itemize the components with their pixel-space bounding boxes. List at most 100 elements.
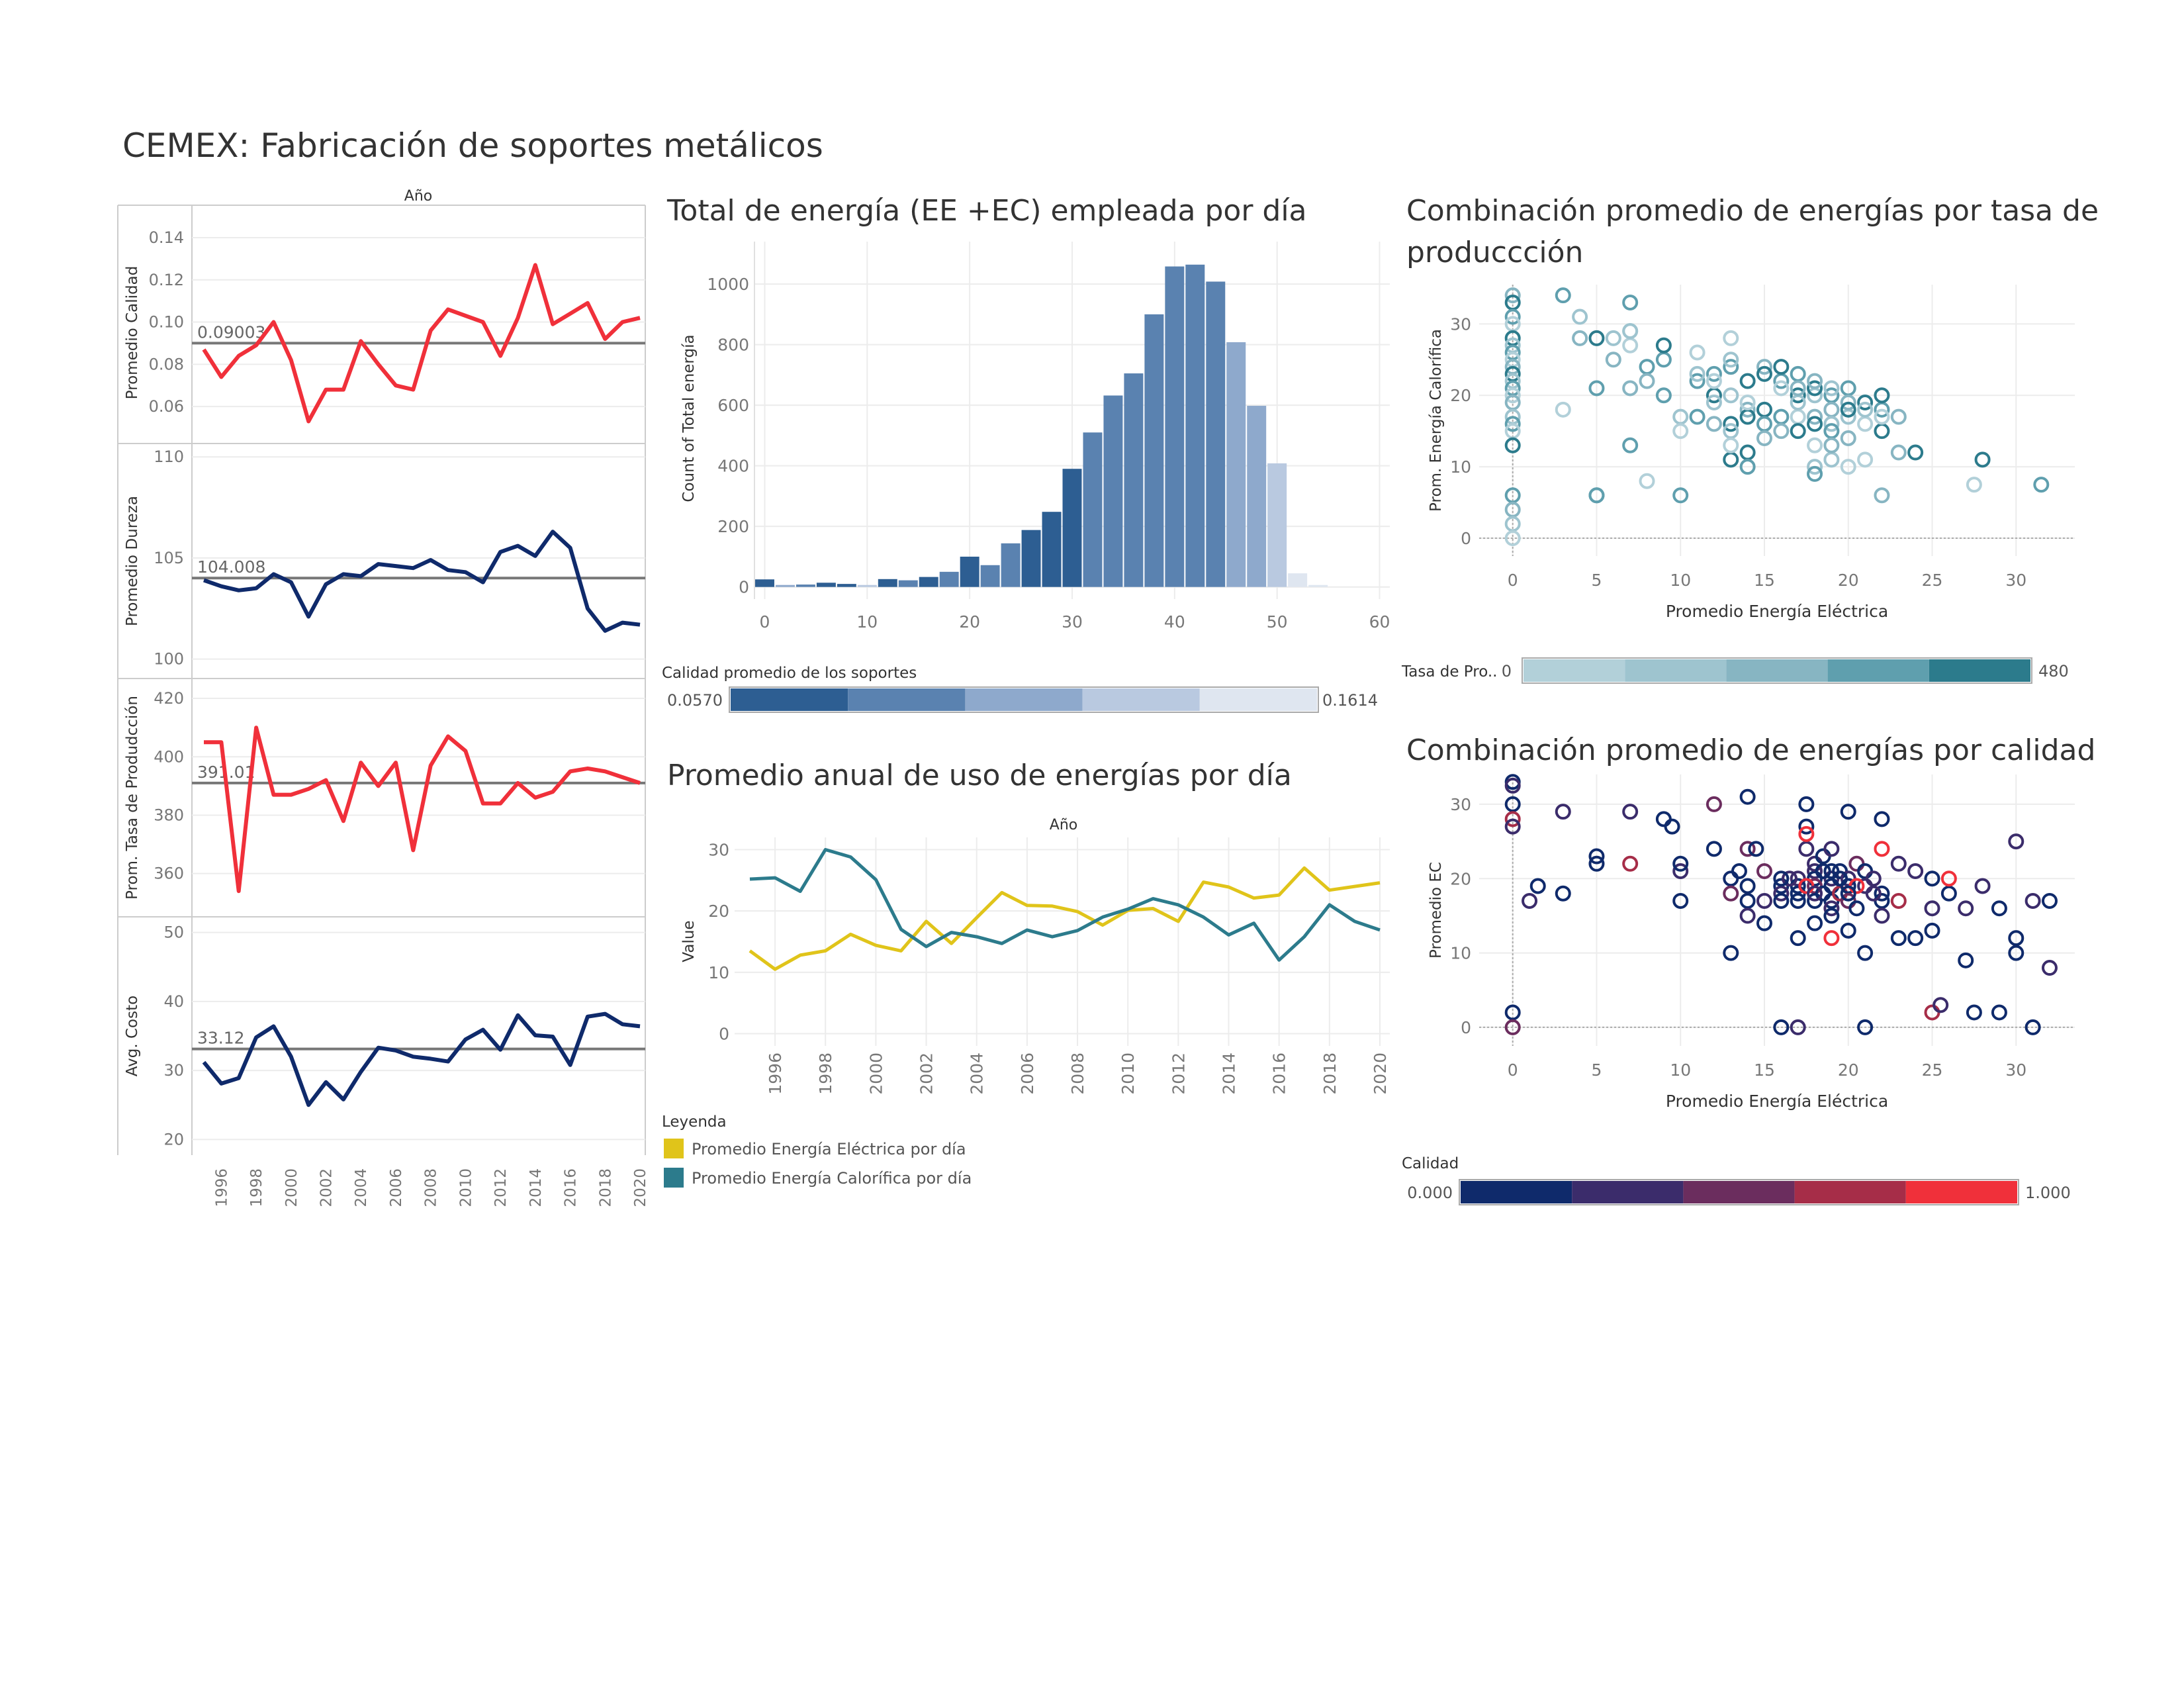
scatter-point[interactable] xyxy=(1924,922,1940,939)
scatter-point[interactable] xyxy=(1966,477,1982,493)
scatter-point[interactable] xyxy=(1782,870,1798,887)
scatter-point[interactable] xyxy=(1840,401,1856,418)
scatter-point[interactable] xyxy=(1672,855,1689,872)
scatter-point[interactable] xyxy=(1639,359,1655,375)
scatter-point[interactable] xyxy=(1756,892,1772,909)
histogram-bar[interactable] xyxy=(898,580,918,587)
scatter-point[interactable] xyxy=(1874,841,1890,857)
scatter-point[interactable] xyxy=(1739,878,1756,894)
histogram-bar[interactable] xyxy=(1083,432,1103,587)
scatter-point[interactable] xyxy=(1605,330,1621,346)
scatter-point[interactable] xyxy=(1522,892,1538,909)
histogram-bar[interactable] xyxy=(1185,264,1205,587)
scatter-point[interactable] xyxy=(1790,423,1806,440)
scatter-point[interactable] xyxy=(1655,387,1672,404)
scatter-point[interactable] xyxy=(1723,451,1739,468)
scatter-point[interactable] xyxy=(1840,885,1856,902)
scatter-point[interactable] xyxy=(1991,1004,2007,1021)
scatter-point[interactable] xyxy=(1622,323,1639,340)
scatter-point[interactable] xyxy=(1840,430,1856,446)
scatter-point[interactable] xyxy=(1823,900,1840,917)
scatter-point[interactable] xyxy=(1799,403,1813,416)
scatter-point[interactable] xyxy=(1940,885,1957,902)
scatter-point[interactable] xyxy=(1588,855,1605,872)
histogram-bar[interactable] xyxy=(796,585,815,587)
scatter-point[interactable] xyxy=(1773,892,1790,909)
histogram-bar[interactable] xyxy=(1288,573,1308,587)
scatter-point[interactable] xyxy=(1723,352,1739,368)
scatter-point[interactable] xyxy=(1504,777,1521,794)
scatter-point[interactable] xyxy=(1807,373,1823,389)
scatter-point[interactable] xyxy=(1798,796,1815,812)
scatter-point[interactable] xyxy=(1874,387,1890,404)
scatter-point[interactable] xyxy=(1672,863,1689,880)
scatter-point[interactable] xyxy=(1504,1004,1521,1021)
scatter-point[interactable] xyxy=(1807,408,1823,425)
scatter-point[interactable] xyxy=(1773,1019,1790,1035)
scatter-point[interactable] xyxy=(1823,841,1840,857)
scatter-point[interactable] xyxy=(1706,395,1722,411)
scatter-point[interactable] xyxy=(1798,878,1815,894)
scatter-point[interactable] xyxy=(1723,437,1739,453)
histogram-bar[interactable] xyxy=(837,584,856,587)
scatter-point[interactable] xyxy=(1890,892,1907,909)
scatter-point[interactable] xyxy=(1815,848,1831,865)
scatter-point[interactable] xyxy=(1790,1019,1806,1035)
scatter-point[interactable] xyxy=(1706,416,1722,432)
scatter-point[interactable] xyxy=(1807,915,1823,931)
scatter-point[interactable] xyxy=(1823,908,1840,924)
scatter-point[interactable] xyxy=(1874,908,1890,924)
scatter-point[interactable] xyxy=(2025,892,2041,909)
scatter-point[interactable] xyxy=(1798,825,1815,842)
scatter-point[interactable] xyxy=(1723,416,1739,432)
scatter-point[interactable] xyxy=(1739,908,1756,924)
scatter-point[interactable] xyxy=(1622,380,1639,397)
scatter-point[interactable] xyxy=(1807,465,1823,482)
scatter-point[interactable] xyxy=(1739,841,1756,857)
scatter-point[interactable] xyxy=(1723,330,1739,346)
scatter-point[interactable] xyxy=(1706,373,1722,389)
scatter-point[interactable] xyxy=(1689,344,1706,361)
scatter-point[interactable] xyxy=(2008,930,2025,947)
scatter-point[interactable] xyxy=(1874,423,1890,440)
scatter-point[interactable] xyxy=(1924,870,1940,887)
scatter-point[interactable] xyxy=(1639,373,1655,389)
scatter-point[interactable] xyxy=(1588,330,1605,346)
scatter-point[interactable] xyxy=(1974,878,1991,894)
histogram-bar[interactable] xyxy=(1103,395,1123,587)
scatter-point[interactable] xyxy=(1632,424,1645,438)
scatter-point[interactable] xyxy=(1504,796,1521,812)
scatter-point[interactable] xyxy=(1739,788,1756,805)
scatter-point[interactable] xyxy=(1790,380,1806,397)
histogram-bar[interactable] xyxy=(1124,373,1144,587)
scatter-point[interactable] xyxy=(2041,960,2058,976)
histogram-bar[interactable] xyxy=(1226,342,1246,587)
scatter-point[interactable] xyxy=(1504,308,1521,325)
scatter-point[interactable] xyxy=(1874,811,1890,827)
histogram-bar[interactable] xyxy=(1206,281,1226,587)
histogram-bar[interactable] xyxy=(919,577,938,587)
scatter-point[interactable] xyxy=(1572,308,1588,325)
scatter-point[interactable] xyxy=(1682,403,1696,416)
scatter-point[interactable] xyxy=(1857,863,1874,880)
scatter-point[interactable] xyxy=(1555,401,1571,418)
scatter-point[interactable] xyxy=(1739,444,1756,461)
scatter-point[interactable] xyxy=(1716,410,1729,424)
scatter-point[interactable] xyxy=(1865,870,1882,887)
scatter-point[interactable] xyxy=(1666,360,1679,373)
scatter-point[interactable] xyxy=(1907,444,1924,461)
histogram-bar[interactable] xyxy=(857,585,877,587)
scatter-point[interactable] xyxy=(1672,423,1689,440)
scatter-point[interactable] xyxy=(1874,885,1890,902)
scatter-point[interactable] xyxy=(1865,885,1882,902)
scatter-point[interactable] xyxy=(1840,804,1856,820)
scatter-point[interactable] xyxy=(1874,408,1890,425)
scatter-point[interactable] xyxy=(1974,451,1991,468)
scatter-point[interactable] xyxy=(1857,401,1874,418)
scatter-point[interactable] xyxy=(1716,324,1729,338)
scatter-point[interactable] xyxy=(1531,432,1545,445)
scatter-point[interactable] xyxy=(2025,1019,2041,1035)
scatter-point[interactable] xyxy=(1924,900,1940,917)
scatter-point[interactable] xyxy=(1655,337,1672,353)
scatter-point[interactable] xyxy=(2008,945,2025,961)
